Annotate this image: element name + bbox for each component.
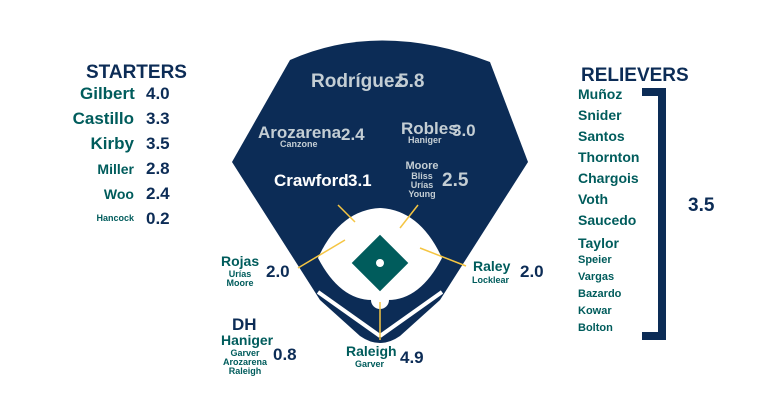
relievers-bracket <box>642 88 666 340</box>
dh-backup-1: Garver <box>230 348 260 358</box>
2b-connector <box>399 204 419 229</box>
ss-connector <box>337 204 356 223</box>
1b-connector <box>419 247 467 267</box>
2b-name-3: Urías <box>410 180 434 190</box>
reliever-thornton: Thornton <box>578 149 640 165</box>
dh-backup-2: Arozarena <box>222 357 267 367</box>
starter-name-miller: Miller <box>97 161 134 177</box>
dh-backups: Garver Arozarena Raleigh <box>220 349 270 376</box>
dh-name: Haniger <box>221 332 274 348</box>
reliever-taylor: Taylor <box>578 235 619 251</box>
reliever-bolton: Bolton <box>578 322 613 334</box>
cf-value: 5.8 <box>398 71 425 92</box>
dh-backup-3: Raleigh <box>228 366 262 376</box>
lf-backup: Canzone <box>280 139 318 149</box>
1b-value: 2.0 <box>520 262 544 281</box>
ss-value: 3.1 <box>348 171 372 190</box>
reliever-snider: Snider <box>578 107 622 123</box>
left-foul-line <box>316 290 382 338</box>
1b-name: Raley <box>473 258 511 274</box>
starter-value-kirby: 3.5 <box>146 134 170 153</box>
reliever-vargas: Vargas <box>578 271 615 283</box>
reliever-speier: Speier <box>578 254 612 266</box>
reliever-bazardo: Bazardo <box>578 288 622 300</box>
2b-name-2: Bliss <box>411 171 433 181</box>
3b-backup-2: Moore <box>226 278 254 288</box>
reliever-munoz: Muñoz <box>578 86 623 102</box>
2b-name-1: Moore <box>405 160 439 172</box>
dh-value: 0.8 <box>273 345 297 364</box>
3b-connector <box>297 239 346 269</box>
reliever-santos: Santos <box>578 128 625 144</box>
3b-name: Rojas <box>221 253 260 269</box>
field-shape <box>232 40 528 344</box>
starter-name-gilbert: Gilbert <box>80 84 135 103</box>
c-value: 4.9 <box>400 348 424 367</box>
starter-name-hancock: Hancock <box>96 213 134 223</box>
reliever-chargois: Chargois <box>578 170 639 186</box>
starter-name-woo: Woo <box>103 186 134 202</box>
3b-backups: Urías Moore <box>222 270 258 288</box>
starter-value-hancock: 0.2 <box>146 209 170 228</box>
c-backup: Garver <box>355 359 385 369</box>
starters-title: STARTERS <box>86 62 187 83</box>
lf-value: 2.4 <box>341 125 365 144</box>
lf-name: Arozarena <box>258 123 342 142</box>
ss-name: Crawford <box>274 171 349 190</box>
dh-title: DH <box>232 315 257 334</box>
2b-name-4: Young <box>408 189 436 199</box>
rf-backup: Haniger <box>408 135 442 145</box>
3b-backup-1: Urías <box>228 269 252 279</box>
starter-value-castillo: 3.3 <box>146 109 170 128</box>
starter-value-miller: 2.8 <box>146 159 170 178</box>
reliever-voth: Voth <box>578 191 609 207</box>
cf-name: Rodríguez <box>311 71 404 92</box>
right-foul-line <box>378 290 444 338</box>
starter-name-castillo: Castillo <box>72 109 134 128</box>
starter-name-kirby: Kirby <box>90 134 134 153</box>
rf-name: Robles <box>401 119 458 138</box>
relievers-title: RELIEVERS <box>581 65 689 86</box>
home-plate-circle <box>371 291 389 309</box>
2b-names: Moore Bliss Urías Young <box>404 161 440 199</box>
1b-backup: Locklear <box>472 275 510 285</box>
c-name: Raleigh <box>346 343 397 359</box>
3b-value: 2.0 <box>266 262 290 281</box>
2b-value: 2.5 <box>442 170 469 191</box>
starter-value-woo: 2.4 <box>146 184 170 203</box>
rf-value: 3.0 <box>452 121 476 140</box>
relievers-total-value: 3.5 <box>688 195 715 216</box>
reliever-saucedo: Saucedo <box>578 212 637 228</box>
reliever-kowar: Kowar <box>578 305 612 317</box>
pitchers-mound <box>376 259 384 267</box>
starter-value-gilbert: 4.0 <box>146 84 170 103</box>
